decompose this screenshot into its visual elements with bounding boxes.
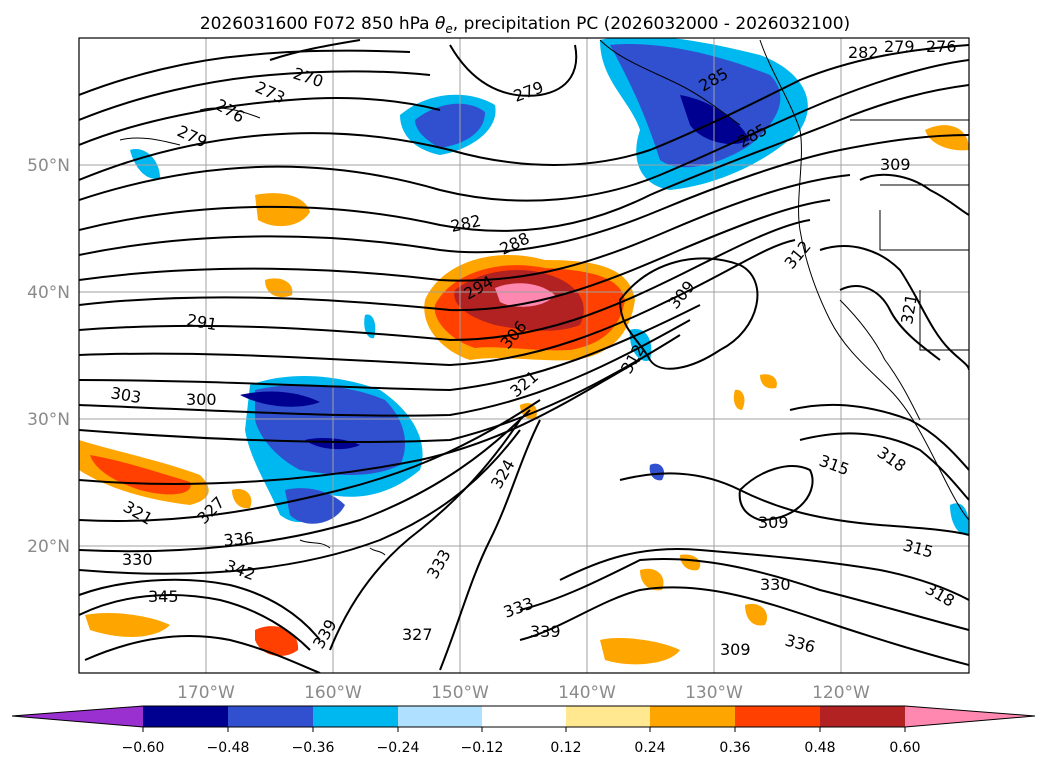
lat-label: 30°N — [27, 410, 70, 430]
colorbar-bin — [482, 706, 566, 727]
contour-label: 309 — [880, 155, 911, 174]
contour-label: 300 — [186, 390, 217, 409]
lat-label: 20°N — [27, 537, 70, 557]
contour-label: 309 — [720, 640, 751, 659]
colorbar-bin — [566, 706, 650, 727]
lon-label: 120°W — [812, 683, 870, 703]
colorbar-tick-label: −0.36 — [292, 740, 335, 756]
latitude-labels: 50°N 40°N 30°N 20°N — [27, 156, 70, 557]
contour-label: 282 — [848, 43, 879, 62]
colorbar-tick-label: 0.48 — [804, 740, 835, 756]
contour-label: 279 — [884, 37, 915, 56]
theta-e-contours — [79, 39, 969, 673]
colorbar-bin — [735, 706, 820, 727]
lon-label: 150°W — [431, 683, 489, 703]
colorbar-tick-label: 0.24 — [634, 740, 665, 756]
lat-label: 40°N — [27, 283, 70, 303]
colorbar-tick-label: −0.48 — [207, 740, 250, 756]
map-frame — [78, 37, 970, 674]
colorbar-bin — [820, 706, 905, 727]
colorbar-extend-low — [12, 706, 143, 727]
colorbar-bin — [650, 706, 735, 727]
contour-label: 336 — [223, 528, 255, 550]
contour-label: 345 — [148, 587, 179, 606]
contour-label: 276 — [926, 37, 957, 56]
colorbar-extend-high — [905, 706, 1035, 727]
map-area: 270 273 276 279 279 282 282 279 276 285 … — [79, 37, 969, 673]
colorbar-tick-label: −0.24 — [377, 740, 420, 756]
colorbar-bin — [228, 706, 313, 727]
lon-label: 160°W — [304, 683, 362, 703]
colorbar-tick-label: 0.12 — [550, 740, 581, 756]
colorbar: −0.60 −0.48 −0.36 −0.24 −0.12 0.12 0.24 … — [11, 705, 1036, 756]
contour-label: 330 — [760, 575, 791, 594]
map-title: 2026031600 F072 850 hPa θe, precipitatio… — [200, 14, 850, 36]
lon-label: 140°W — [558, 683, 616, 703]
colorbar-tick-label: 0.36 — [719, 740, 750, 756]
colorbar-bin — [313, 706, 398, 727]
contour-label: 339 — [530, 622, 561, 641]
coastlines — [119, 39, 969, 556]
lon-label: 130°W — [685, 683, 743, 703]
colorbar-tick-label: 0.60 — [889, 740, 920, 756]
longitude-labels: 170°W 160°W 150°W 140°W 130°W 120°W — [177, 683, 870, 703]
colorbar-tick-label: −0.12 — [461, 740, 504, 756]
contour-label: 309 — [758, 513, 789, 532]
contour-label: 330 — [122, 550, 153, 569]
lat-label: 50°N — [27, 156, 70, 176]
lon-label: 170°W — [177, 683, 235, 703]
colorbar-bin — [398, 706, 482, 727]
contour-label: 327 — [402, 625, 433, 644]
colorbar-bin — [143, 706, 228, 727]
colorbar-tick-label: −0.60 — [122, 740, 165, 756]
